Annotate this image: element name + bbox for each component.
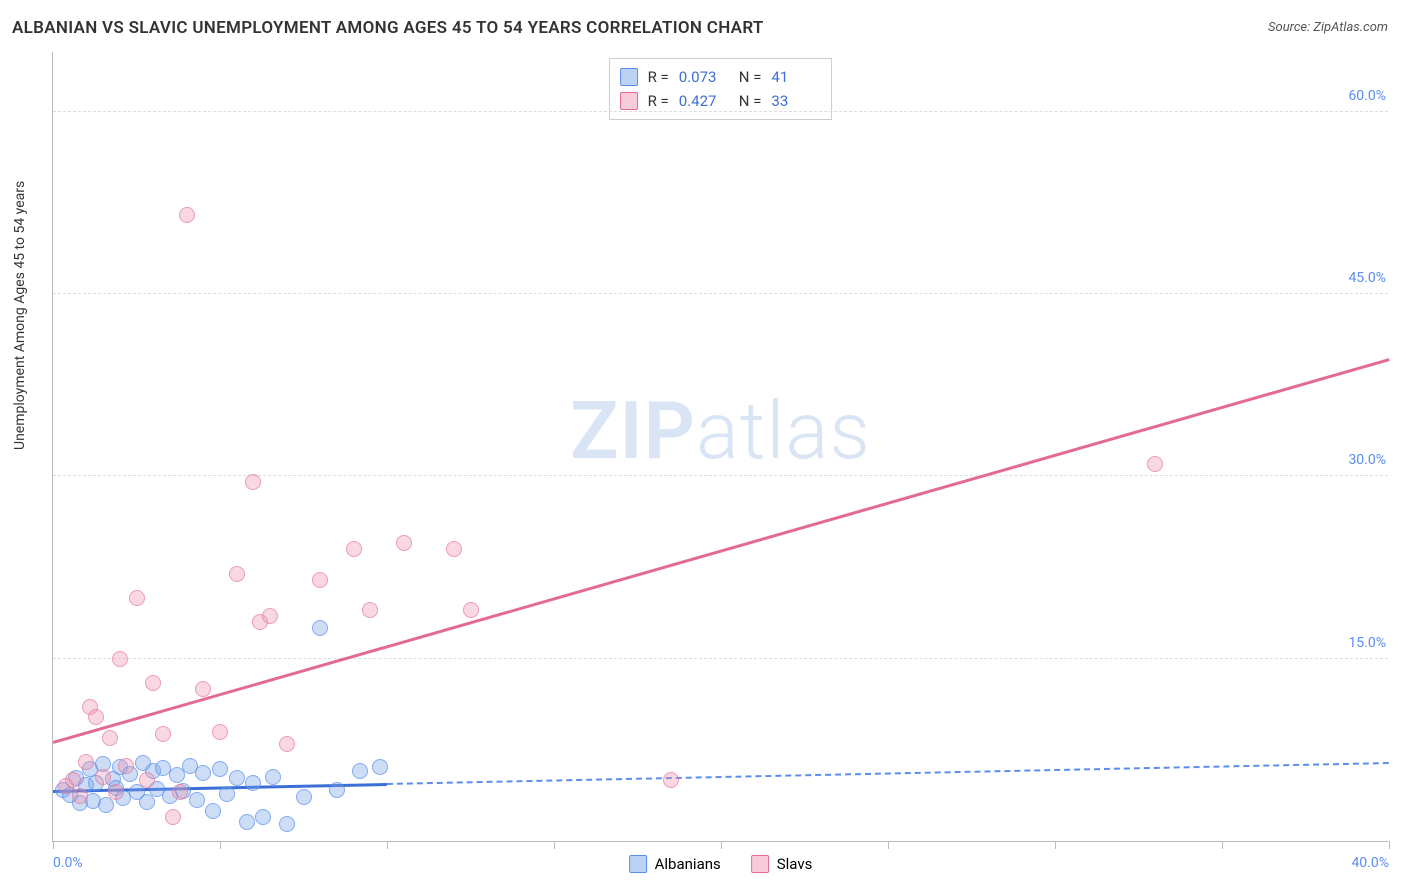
- data-point: [129, 590, 145, 606]
- swatch-slavs-icon: [751, 855, 769, 873]
- r-label: R =: [648, 89, 669, 113]
- x-tick: [1389, 841, 1390, 849]
- data-point: [255, 809, 271, 825]
- data-point: [195, 681, 211, 697]
- y-tick-label: 30.0%: [1344, 452, 1390, 468]
- gridline: [53, 658, 1388, 659]
- data-point: [396, 535, 412, 551]
- data-point: [172, 784, 188, 800]
- stats-row-albanians: R = 0.073 N = 41: [620, 65, 822, 89]
- n-value-slavs: 33: [771, 89, 821, 113]
- data-point: [179, 207, 195, 223]
- data-point: [95, 769, 111, 785]
- data-point: [1147, 456, 1163, 472]
- y-axis-label: Unemployment Among Ages 45 to 54 years: [12, 181, 28, 450]
- data-point: [195, 765, 211, 781]
- data-point: [165, 809, 181, 825]
- data-point: [362, 602, 378, 618]
- x-tick: [1055, 841, 1056, 849]
- data-point: [212, 761, 228, 777]
- x-tick: [53, 841, 54, 849]
- watermark-bold: ZIP: [570, 384, 696, 478]
- data-point: [329, 782, 345, 798]
- data-point: [229, 566, 245, 582]
- data-point: [118, 758, 134, 774]
- swatch-albanians-icon: [629, 855, 647, 873]
- stats-row-slavs: R = 0.427 N = 33: [620, 89, 822, 113]
- data-point: [245, 775, 261, 791]
- watermark-light: atlas: [696, 384, 871, 478]
- data-point: [463, 602, 479, 618]
- data-point: [372, 759, 388, 775]
- data-point: [279, 736, 295, 752]
- data-point: [139, 772, 155, 788]
- regression-line: [387, 762, 1389, 785]
- x-tick: [387, 841, 388, 849]
- data-point: [265, 769, 281, 785]
- data-point: [205, 803, 221, 819]
- r-value-albanians: 0.073: [679, 65, 729, 89]
- data-point: [112, 651, 128, 667]
- n-label: N =: [739, 89, 762, 113]
- data-point: [312, 620, 328, 636]
- data-point: [139, 794, 155, 810]
- scatter-plot-area: ZIPatlas R = 0.073 N = 41 R = 0.427 N = …: [52, 52, 1388, 842]
- chart-title: ALBANIAN VS SLAVIC UNEMPLOYMENT AMONG AG…: [12, 18, 764, 38]
- data-point: [446, 541, 462, 557]
- swatch-slavs-icon: [620, 92, 638, 110]
- y-tick-label: 60.0%: [1344, 88, 1390, 104]
- x-tick: [220, 841, 221, 849]
- legend-item-albanians: Albanians: [629, 855, 721, 873]
- legend-item-slavs: Slavs: [751, 855, 813, 873]
- legend-label: Slavs: [777, 855, 813, 873]
- data-point: [108, 784, 124, 800]
- watermark: ZIPatlas: [570, 384, 871, 478]
- x-tick: [1222, 841, 1223, 849]
- r-label: R =: [648, 65, 669, 89]
- data-point: [212, 724, 228, 740]
- n-label: N =: [739, 65, 762, 89]
- data-point: [102, 730, 118, 746]
- data-point: [65, 772, 81, 788]
- data-point: [88, 709, 104, 725]
- y-tick-label: 15.0%: [1344, 635, 1390, 651]
- data-point: [72, 788, 88, 804]
- data-point: [352, 763, 368, 779]
- data-point: [279, 816, 295, 832]
- data-point: [296, 789, 312, 805]
- source-attribution: Source: ZipAtlas.com: [1268, 20, 1388, 35]
- gridline: [53, 111, 1388, 112]
- gridline: [53, 293, 1388, 294]
- data-point: [145, 675, 161, 691]
- data-point: [262, 608, 278, 624]
- x-tick-label: 0.0%: [53, 855, 83, 871]
- legend-label: Albanians: [655, 855, 721, 873]
- data-point: [245, 474, 261, 490]
- data-point: [78, 754, 94, 770]
- x-tick: [888, 841, 889, 849]
- x-tick-label: 40.0%: [1351, 855, 1389, 871]
- data-point: [663, 772, 679, 788]
- data-point: [189, 792, 205, 808]
- data-point: [239, 814, 255, 830]
- r-value-slavs: 0.427: [679, 89, 729, 113]
- x-tick: [554, 841, 555, 849]
- x-tick: [721, 841, 722, 849]
- swatch-albanians-icon: [620, 68, 638, 86]
- series-legend: Albanians Slavs: [629, 855, 813, 873]
- data-point: [229, 770, 245, 786]
- data-point: [219, 786, 235, 802]
- data-point: [346, 541, 362, 557]
- n-value-albanians: 41: [771, 65, 821, 89]
- y-tick-label: 45.0%: [1344, 270, 1390, 286]
- regression-line: [53, 358, 1390, 743]
- data-point: [312, 572, 328, 588]
- data-point: [155, 726, 171, 742]
